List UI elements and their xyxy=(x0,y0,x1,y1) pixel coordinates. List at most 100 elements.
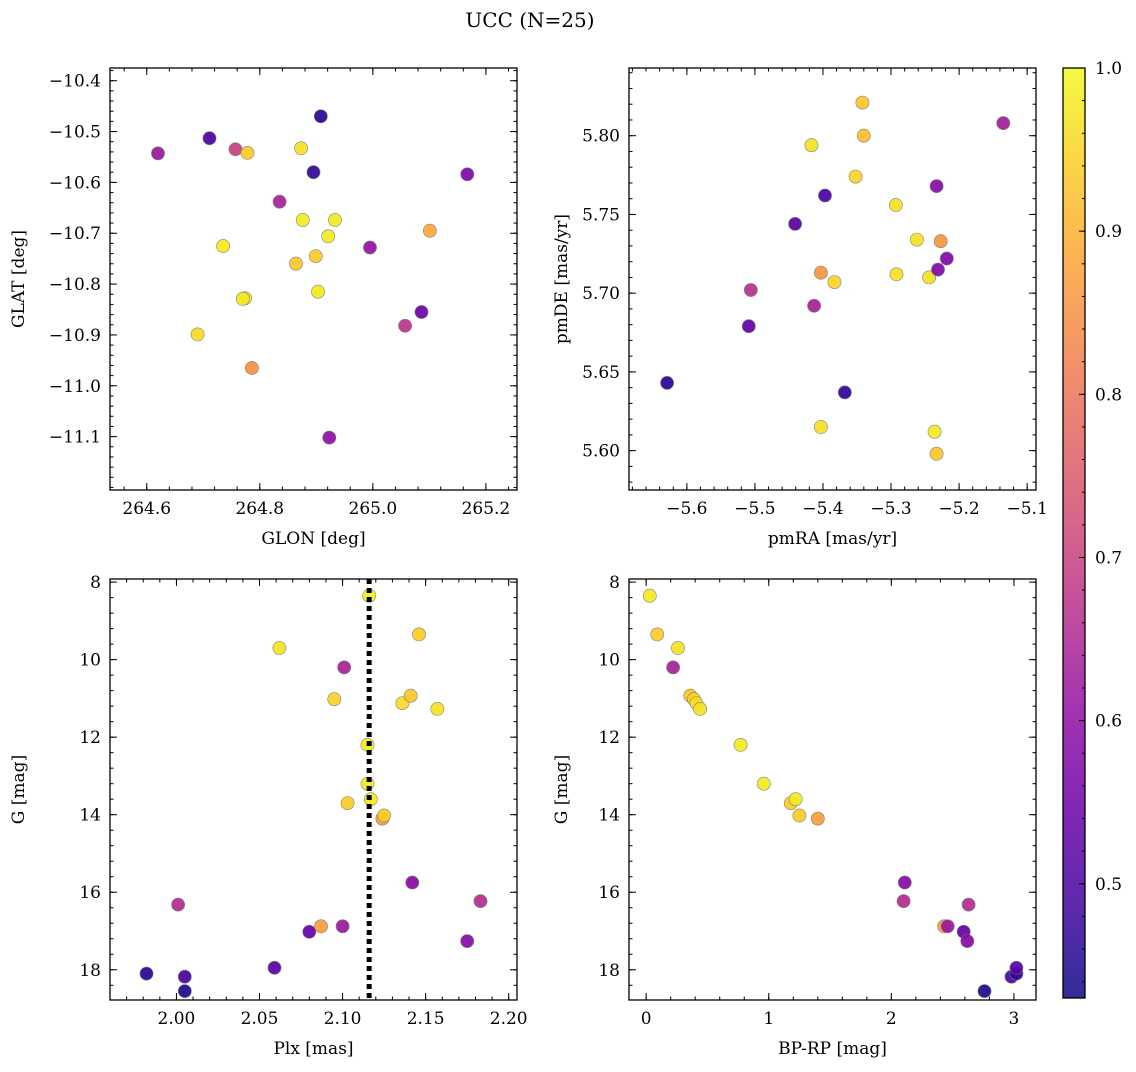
scatter-points xyxy=(151,109,475,445)
axes-frame xyxy=(109,67,518,491)
colorbar-tick-label: 0.5 xyxy=(1095,875,1122,895)
y-tick-label: 12 xyxy=(79,728,101,748)
y-tick-label: −10.7 xyxy=(49,224,101,244)
y-tick-label: 10 xyxy=(79,651,101,671)
x-tick-label: 265.2 xyxy=(462,499,511,519)
data-point xyxy=(888,198,903,212)
data-point xyxy=(202,131,217,146)
data-point xyxy=(272,641,287,655)
data-point xyxy=(363,240,377,255)
x-axis-label: Plx [mas] xyxy=(273,1039,353,1059)
data-point xyxy=(377,808,391,823)
data-point xyxy=(460,167,475,182)
data-point xyxy=(671,641,685,655)
scatter-points xyxy=(660,95,1011,461)
data-point xyxy=(666,660,680,675)
data-point xyxy=(889,267,904,282)
panels: 264.6 264.8 265.0 265.2 −11.1 −11.0 −10.9 −10.8… xyxy=(9,67,1048,1059)
data-point xyxy=(933,234,948,249)
data-point xyxy=(267,960,282,975)
data-point xyxy=(961,897,976,912)
data-point xyxy=(814,420,828,434)
data-point xyxy=(910,232,924,247)
axes-frame xyxy=(628,578,1037,1001)
y-tick-label: 14 xyxy=(598,806,620,826)
data-point xyxy=(848,169,863,184)
data-point xyxy=(190,327,205,342)
x-tick-label: 2 xyxy=(886,1009,897,1029)
data-point xyxy=(855,95,870,110)
data-point xyxy=(139,966,154,981)
data-point xyxy=(244,361,259,375)
x-tick-label: −5.5 xyxy=(734,499,775,519)
figure-title: UCC (N=25) xyxy=(465,8,594,32)
data-point xyxy=(306,165,321,180)
y-tick-label: 16 xyxy=(598,883,620,903)
y-tick-label: 18 xyxy=(79,961,101,981)
data-point xyxy=(996,116,1011,130)
data-point xyxy=(177,984,192,998)
data-point xyxy=(414,305,429,319)
data-point xyxy=(929,446,944,461)
data-point xyxy=(422,223,437,238)
colorbar-tick-label: 0.6 xyxy=(1095,712,1122,732)
data-point xyxy=(311,284,325,299)
y-tick-label: −10.6 xyxy=(49,173,101,193)
data-point xyxy=(810,811,825,826)
data-point xyxy=(308,249,323,263)
data-point xyxy=(743,283,758,297)
data-point xyxy=(814,265,828,280)
data-point xyxy=(405,875,420,890)
data-point xyxy=(927,424,942,439)
data-point xyxy=(177,969,192,984)
data-point xyxy=(804,138,819,153)
x-tick-label: −5.4 xyxy=(802,499,843,519)
colorbar: 0.5 0.6 0.7 0.8 0.9 1.0 xyxy=(1062,59,1122,999)
data-point xyxy=(741,319,756,334)
y-axis-label: G [mag] xyxy=(552,755,572,824)
x-tick-label: −5.2 xyxy=(938,499,979,519)
colorbar-tick-label: 0.7 xyxy=(1095,548,1122,568)
data-point xyxy=(314,919,328,934)
data-point xyxy=(756,776,771,791)
data-point xyxy=(228,142,243,157)
data-point xyxy=(327,692,342,707)
data-point xyxy=(403,688,418,703)
data-point xyxy=(931,262,945,277)
data-point xyxy=(151,146,165,161)
panel-pmra-pmde: −5.6 −5.5 −5.4 −5.3 −5.2 −5.1 5.60 5.65 5.70 5.75… xyxy=(552,67,1048,549)
y-tick-label: −11.0 xyxy=(49,377,101,397)
x-axis-label: pmRA [mas/yr] xyxy=(768,529,897,549)
data-point xyxy=(294,141,308,156)
x-tick-label: −5.6 xyxy=(666,499,707,519)
y-tick-label: 12 xyxy=(598,728,620,748)
x-tick-label: 264.6 xyxy=(122,499,171,519)
y-axis-label: GLAT [deg] xyxy=(9,230,29,328)
panel-glon-glat: 264.6 264.8 265.0 265.2 −11.1 −11.0 −10.9 −10.8… xyxy=(9,67,518,549)
data-point xyxy=(818,188,832,203)
data-point xyxy=(807,298,821,313)
x-tick-label: −5.3 xyxy=(870,499,911,519)
data-point xyxy=(328,213,342,227)
data-point xyxy=(240,145,255,160)
data-point xyxy=(216,239,230,253)
data-point xyxy=(340,796,355,810)
data-point xyxy=(412,627,426,642)
axes-frame xyxy=(628,67,1037,491)
data-point xyxy=(788,792,803,807)
data-point xyxy=(856,128,871,143)
data-point xyxy=(788,216,802,231)
x-tick-label: −5.1 xyxy=(1007,499,1048,519)
y-tick-label: 8 xyxy=(609,573,620,593)
data-point xyxy=(295,213,310,227)
data-point xyxy=(473,894,488,908)
y-tick-label: 14 xyxy=(79,806,101,826)
data-point xyxy=(235,291,250,306)
y-tick-label: −10.8 xyxy=(49,275,101,295)
data-point xyxy=(322,430,337,445)
x-axis-label: GLON [deg] xyxy=(261,529,365,549)
y-tick-label: 5.80 xyxy=(582,127,620,147)
y-axis-label: G [mag] xyxy=(9,755,29,824)
